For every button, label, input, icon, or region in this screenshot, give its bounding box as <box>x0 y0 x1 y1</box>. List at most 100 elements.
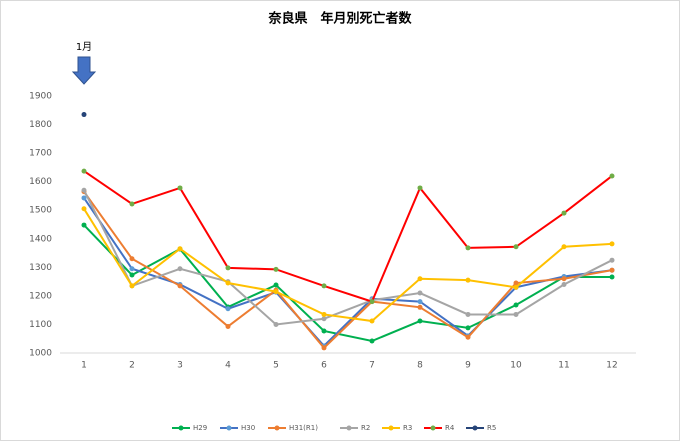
x-tick-label: 8 <box>417 361 423 371</box>
y-tick-label: 1000 <box>29 349 52 359</box>
point <box>129 272 135 278</box>
point <box>513 311 519 317</box>
y-tick-label: 1600 <box>29 177 52 187</box>
point <box>417 299 423 305</box>
series-line <box>83 191 613 350</box>
y-tick-label: 1200 <box>29 291 52 301</box>
point <box>561 244 567 250</box>
point <box>81 168 87 174</box>
y-tick-label: 1900 <box>29 92 52 102</box>
point <box>225 265 231 271</box>
legend-marker <box>346 425 352 431</box>
point <box>465 245 471 251</box>
point <box>129 283 135 289</box>
point <box>513 280 519 286</box>
series-line <box>83 189 613 326</box>
point <box>129 256 135 262</box>
series-line <box>83 208 613 323</box>
point <box>321 283 327 289</box>
point <box>513 244 519 250</box>
point <box>609 257 615 263</box>
legend-marker <box>388 425 394 431</box>
point <box>225 306 231 312</box>
legend-label: R2 <box>361 424 370 432</box>
point <box>81 206 87 212</box>
legend-label: H31(R1) <box>289 424 318 432</box>
point <box>177 246 183 252</box>
y-tick-label: 1500 <box>29 206 52 216</box>
legend-marker <box>472 425 478 431</box>
point <box>417 276 423 282</box>
legend-marker <box>226 425 232 431</box>
point <box>225 323 231 329</box>
y-tick-label: 1800 <box>29 120 52 130</box>
point <box>465 325 471 331</box>
point <box>465 311 471 317</box>
point <box>561 276 567 282</box>
y-tick-label: 1700 <box>29 149 52 159</box>
chart-title: 奈良県 年月別死亡者数 <box>267 11 412 27</box>
x-tick-label: 1 <box>81 361 87 371</box>
y-tick-label: 1400 <box>29 234 52 244</box>
point <box>273 289 279 295</box>
point <box>273 266 279 272</box>
point <box>177 266 183 272</box>
x-tick-label: 12 <box>606 361 617 371</box>
point <box>369 299 375 305</box>
arrow <box>71 56 97 85</box>
point <box>513 284 519 290</box>
point <box>369 318 375 324</box>
x-tick-label: 6 <box>321 361 327 371</box>
legend-marker <box>178 425 184 431</box>
point <box>321 328 327 334</box>
legend-label: R3 <box>403 424 412 432</box>
point <box>81 195 87 201</box>
point <box>417 185 423 191</box>
point <box>417 318 423 324</box>
point <box>81 187 87 193</box>
point <box>321 345 327 351</box>
point <box>225 280 231 286</box>
x-tick-label: 10 <box>510 361 522 371</box>
legend-label: R5 <box>487 424 496 432</box>
point <box>465 277 471 283</box>
point <box>273 282 279 288</box>
point <box>417 304 423 310</box>
point <box>177 185 183 191</box>
point <box>513 302 519 308</box>
legend-label: H30 <box>241 424 255 432</box>
x-tick-label: 5 <box>273 361 279 371</box>
point <box>609 241 615 247</box>
y-tick-label: 1100 <box>29 320 52 330</box>
point <box>177 283 183 289</box>
x-tick-label: 2 <box>129 361 135 371</box>
series-line <box>83 224 612 343</box>
series-line <box>83 170 613 303</box>
point <box>561 210 567 216</box>
x-tick-label: 11 <box>558 361 569 371</box>
point <box>369 338 375 344</box>
point <box>465 334 471 340</box>
point <box>81 222 87 228</box>
x-tick-label: 9 <box>465 361 471 371</box>
legend-label: H29 <box>193 424 207 432</box>
point <box>321 311 327 317</box>
point <box>609 274 615 280</box>
point <box>129 201 135 207</box>
point <box>129 266 135 272</box>
point <box>417 290 423 296</box>
x-tick-label: 7 <box>369 361 375 371</box>
x-tick-label: 3 <box>177 361 183 371</box>
annotation: 1月 <box>76 41 92 53</box>
x-tick-label: 4 <box>225 361 231 371</box>
point <box>321 316 327 322</box>
legend-marker <box>430 425 436 431</box>
point <box>561 281 567 287</box>
point <box>609 173 615 179</box>
point <box>81 112 87 118</box>
y-tick-label: 1300 <box>29 263 52 273</box>
legend-label: R4 <box>445 424 455 432</box>
legend-marker <box>274 425 280 431</box>
